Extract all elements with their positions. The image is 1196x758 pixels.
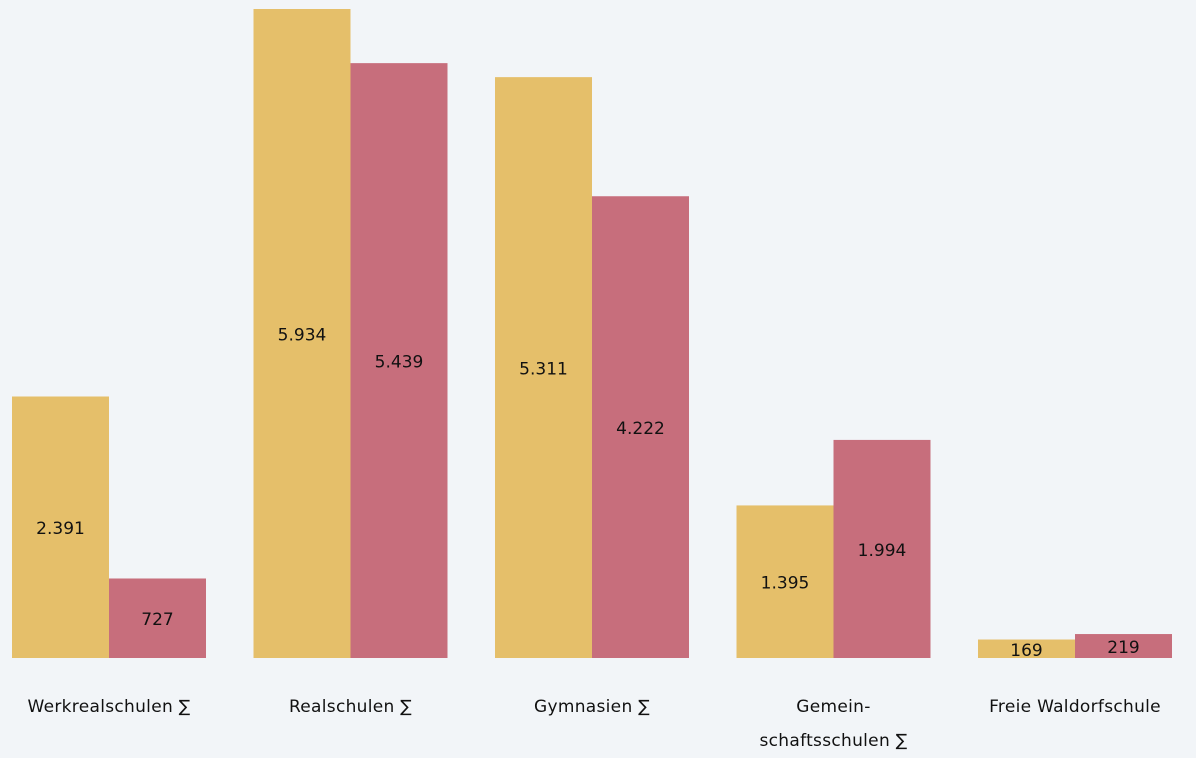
- bar: [350, 63, 448, 659]
- value-label: 1.395: [761, 574, 810, 594]
- bar: [978, 639, 1075, 658]
- value-label: 5.439: [375, 353, 424, 373]
- value-label: 1.994: [858, 541, 907, 561]
- value-label: 727: [141, 610, 173, 630]
- category-label: Realschulen ∑: [288, 697, 413, 717]
- category-label: Gemein- schaftsschulen ∑: [759, 697, 908, 751]
- bar: [833, 439, 931, 658]
- bar: [253, 9, 351, 658]
- value-label: 4.222: [616, 419, 665, 439]
- value-label: 169: [1010, 641, 1042, 661]
- bar: [495, 77, 592, 659]
- bar: [592, 196, 689, 659]
- value-label: 5.311: [519, 360, 568, 380]
- value-label: 219: [1107, 638, 1139, 658]
- bar: [1075, 634, 1172, 658]
- bar: [736, 505, 834, 658]
- value-label: 5.934: [278, 326, 327, 346]
- category-label: Freie Waldorfschule: [989, 697, 1161, 717]
- category-label: Werkrealschulen ∑: [27, 697, 191, 717]
- category-label: Gymnasien ∑: [534, 697, 650, 717]
- bar: [109, 578, 206, 658]
- bar: [12, 396, 109, 658]
- value-label: 2.391: [36, 519, 85, 539]
